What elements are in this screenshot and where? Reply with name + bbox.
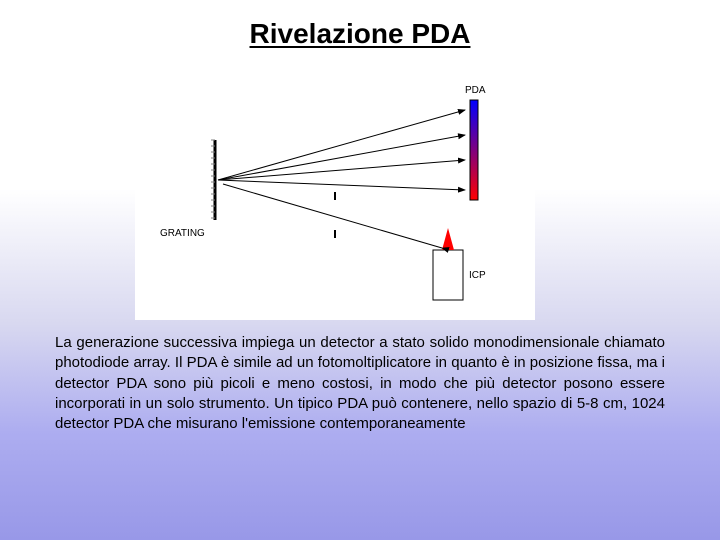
label-icp: ICP (469, 270, 486, 281)
icp-flame-icon (442, 228, 454, 250)
diagram-svg (135, 70, 535, 320)
label-pda: PDA (465, 85, 486, 96)
light-rays (218, 110, 465, 190)
pda-detector-bar (470, 100, 478, 200)
page-title: Rivelazione PDA (0, 0, 720, 50)
pda-diagram: PDA GRATING ICP (135, 70, 535, 320)
body-paragraph: La generazione successiva impiega un det… (55, 333, 665, 434)
icp-box (433, 250, 463, 300)
grating (211, 140, 215, 220)
source-ray (223, 184, 442, 248)
label-grating: GRATING (160, 228, 205, 239)
